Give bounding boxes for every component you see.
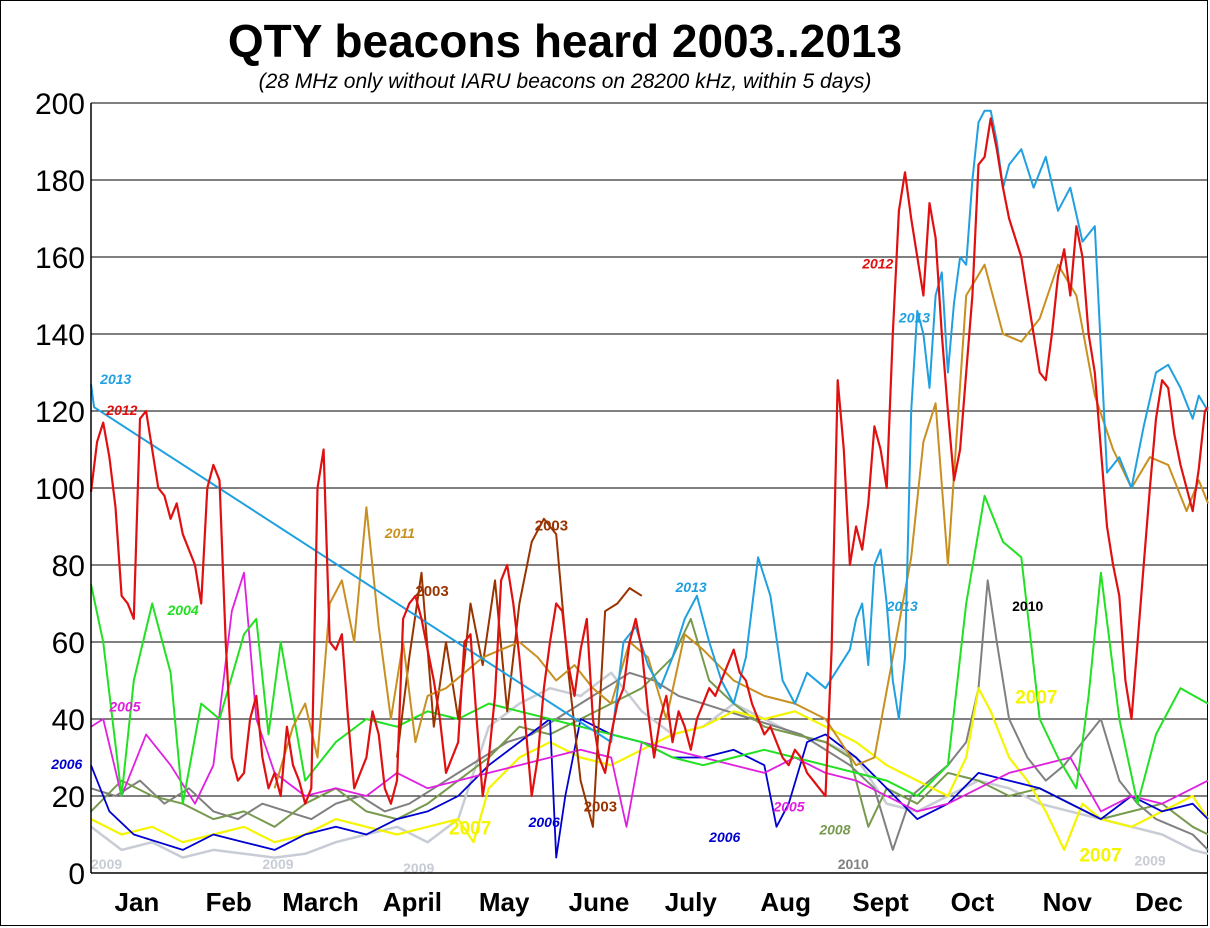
y-tick-label: 80 [52, 550, 85, 583]
y-tick-label: 200 [35, 88, 85, 121]
series-line [273, 263, 1209, 789]
month-label: Sept [852, 887, 909, 917]
series-annotation: 2012 [105, 402, 137, 418]
series-line [90, 718, 1209, 859]
series-annotation: 2004 [167, 602, 199, 618]
series-line [90, 571, 1209, 828]
series-annotation: 2013 [675, 579, 707, 595]
series-annotation: 2006 [708, 829, 740, 845]
series-annotation: 2013 [99, 371, 131, 387]
series-annotation: 2009 [262, 856, 293, 872]
axes: 0 20 40 60 80 100 120 140 160 180 200 Jan Feb March Ap… [35, 88, 1208, 917]
month-label: Jan [114, 887, 159, 917]
series-line [90, 617, 1209, 836]
series-annotation: 2007 [1015, 688, 1057, 709]
y-tick-label: 140 [35, 319, 85, 352]
series-annotation: 2007 [1079, 845, 1121, 866]
y-tick-label: 20 [52, 781, 85, 814]
series-annotation: 2003 [415, 583, 448, 600]
series-annotation: 2010 [1012, 598, 1043, 614]
series-line [90, 671, 1209, 859]
y-tick-label: 100 [35, 473, 85, 506]
month-label: July [665, 887, 718, 917]
series-line [89, 117, 1209, 805]
series-annotation: 2013 [898, 309, 930, 325]
y-tick-label: 180 [35, 165, 85, 198]
series-annotation: 2003 [584, 798, 617, 815]
series-annotation: 2005 [772, 798, 804, 814]
series-line [90, 579, 1209, 851]
y-tick-label: 160 [35, 242, 85, 275]
grid-lines [91, 102, 1208, 874]
series-annotation: 2003 [535, 517, 568, 534]
chart-subtitle: (28 MHz only without IARU beacons on 282… [258, 70, 872, 93]
series-annotation: 2009 [1135, 852, 1166, 868]
series-line [90, 109, 1209, 744]
month-label: April [383, 887, 442, 917]
series-annotation: 2006 [50, 756, 82, 772]
series-line [396, 517, 643, 828]
series-annotation: 2012 [861, 256, 893, 272]
series-annotation: 2008 [818, 822, 850, 838]
series-annotation: 2009 [403, 860, 434, 876]
series-lines [89, 109, 1209, 859]
month-label: Feb [206, 887, 252, 917]
y-tick-label: 60 [52, 627, 85, 660]
y-tick-label: 120 [35, 396, 85, 429]
series-annotation: 2009 [91, 856, 122, 872]
series-labels: 2013 2012 2004 2005 2006 2009 2009 2009 2009 2011… [50, 256, 1166, 876]
series-annotation: 2007 [449, 819, 491, 840]
month-label: May [479, 887, 530, 917]
y-tick-label: 40 [52, 704, 85, 737]
month-label: Aug [760, 887, 811, 917]
series-annotation: 2006 [528, 814, 560, 830]
month-label: June [569, 887, 630, 917]
series-line [90, 494, 1209, 805]
month-label: Dec [1135, 887, 1183, 917]
month-label: Oct [951, 887, 995, 917]
series-annotation: 2010 [838, 856, 869, 872]
y-tick-label: 0 [68, 858, 85, 891]
series-annotation: 2005 [108, 698, 140, 714]
series-annotation: 2011 [384, 525, 415, 541]
chart-title: QTY beacons heard 2003..2013 [227, 15, 903, 67]
month-label: March [282, 887, 359, 917]
series-annotation: 2013 [886, 598, 918, 614]
month-label: Nov [1043, 887, 1093, 917]
